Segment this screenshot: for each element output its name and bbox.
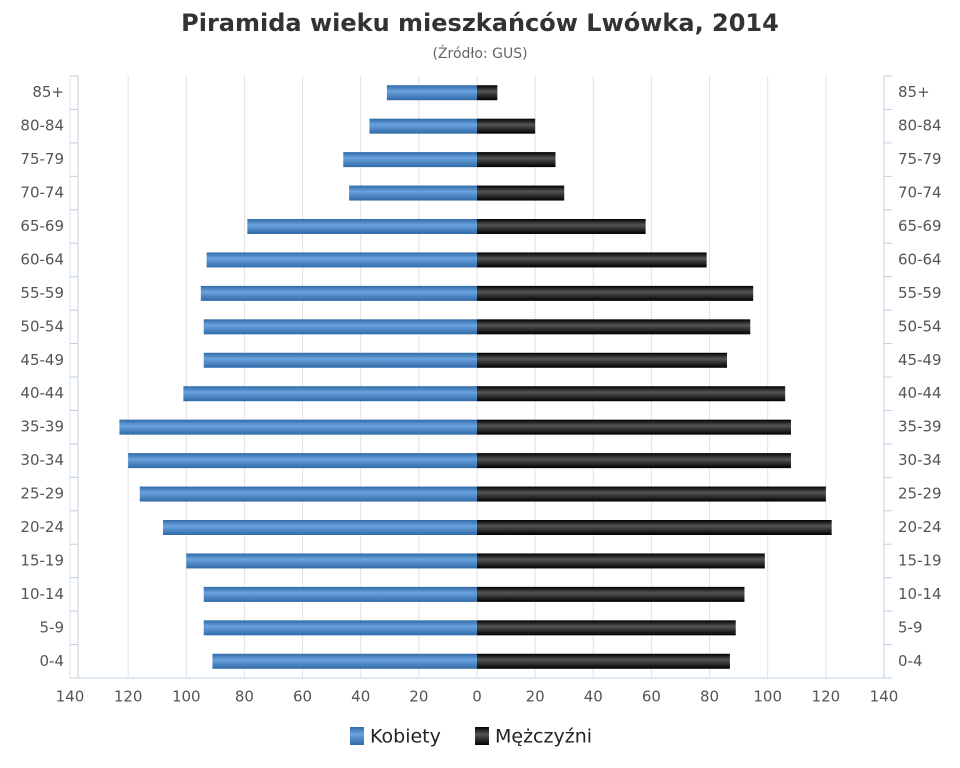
y-tick-label: 65-69 — [898, 217, 942, 235]
x-tick-label: 20 — [409, 688, 428, 706]
bar — [477, 118, 536, 134]
y-tick-label: 35-39 — [898, 418, 942, 436]
bar — [477, 352, 728, 368]
bar — [163, 520, 477, 535]
bar — [386, 85, 477, 101]
bar — [203, 319, 477, 335]
y-tick-label: 10-14 — [20, 585, 64, 603]
bar — [477, 586, 745, 602]
y-tick-label: 55-59 — [20, 284, 64, 302]
y-tick-label: 80-84 — [20, 117, 64, 135]
bar — [203, 586, 477, 602]
bar — [477, 252, 707, 268]
bar — [128, 453, 477, 469]
x-tick-label: 100 — [172, 688, 201, 706]
legend-swatch — [350, 727, 364, 745]
bar — [139, 486, 477, 502]
y-tick-label: 45-49 — [20, 351, 64, 369]
bar — [477, 85, 498, 101]
x-tick-label: 60 — [293, 688, 312, 706]
y-tick-label: 75-79 — [20, 150, 64, 168]
bar — [477, 653, 730, 669]
bar — [477, 620, 736, 636]
x-tick-label: 40 — [584, 688, 603, 706]
bar — [206, 252, 477, 268]
bar — [477, 185, 565, 201]
bar — [183, 386, 477, 402]
bar — [477, 419, 791, 435]
y-tick-label: 20-24 — [20, 518, 64, 536]
y-tick-label: 60-64 — [20, 250, 64, 268]
y-tick-label: 50-54 — [20, 317, 64, 335]
y-tick-label: 70-74 — [20, 184, 64, 202]
bar — [477, 285, 754, 301]
x-tick-label: 100 — [753, 688, 782, 706]
y-tick-label: 0-4 — [898, 652, 923, 670]
bar — [477, 319, 751, 335]
y-tick-label: 80-84 — [898, 117, 942, 135]
y-tick-label: 75-79 — [898, 150, 942, 168]
y-tick-label: 25-29 — [20, 485, 64, 503]
y-tick-label: 40-44 — [20, 384, 64, 402]
x-tick-label: 80 — [235, 688, 254, 706]
y-tick-label: 10-14 — [898, 585, 942, 603]
chart-title: Piramida wieku mieszkańców Lwówka, 2014 — [181, 9, 779, 37]
x-tick-label: 0 — [472, 688, 482, 706]
chart-subtitle: (Źródło: GUS) — [432, 44, 527, 62]
y-tick-label: 25-29 — [898, 485, 942, 503]
y-tick-label: 45-49 — [898, 351, 942, 369]
legend-label: Kobiety — [370, 726, 441, 748]
bar — [477, 152, 556, 168]
bar — [369, 118, 477, 134]
y-tick-label: 15-19 — [898, 551, 942, 569]
y-tick-label: 55-59 — [898, 284, 942, 302]
x-tick-label: 140 — [56, 688, 85, 706]
y-tick-label: 30-34 — [898, 451, 942, 469]
bar — [477, 553, 765, 569]
bar — [203, 620, 477, 636]
bar — [200, 285, 478, 301]
bar — [477, 453, 791, 469]
bar — [477, 386, 786, 402]
y-tick-label: 5-9 — [40, 618, 65, 636]
x-tick-label: 20 — [526, 688, 545, 706]
bar — [203, 352, 477, 368]
bar — [477, 520, 832, 535]
bar — [119, 419, 478, 435]
bar — [247, 219, 477, 234]
x-tick-label: 80 — [700, 688, 719, 706]
x-tick-label: 60 — [642, 688, 661, 706]
y-tick-label: 65-69 — [20, 217, 64, 235]
y-tick-label: 0-4 — [40, 652, 65, 670]
y-tick-label: 35-39 — [20, 418, 64, 436]
bar — [349, 185, 477, 201]
bar — [477, 219, 646, 234]
y-tick-label: 30-34 — [20, 451, 64, 469]
legend-label: Mężczyźni — [495, 726, 592, 748]
y-tick-label: 60-64 — [898, 250, 942, 268]
y-tick-label: 70-74 — [898, 184, 942, 202]
y-tick-label: 85+ — [898, 83, 930, 101]
legend-swatch — [475, 727, 489, 745]
y-tick-label: 85+ — [32, 83, 64, 101]
y-tick-label: 20-24 — [898, 518, 942, 536]
bar — [477, 486, 826, 502]
y-tick-label: 50-54 — [898, 317, 942, 335]
y-tick-label: 15-19 — [20, 551, 64, 569]
bar — [343, 152, 477, 168]
bar — [186, 553, 478, 569]
x-tick-label: 140 — [870, 688, 899, 706]
x-tick-label: 120 — [114, 688, 143, 706]
x-tick-label: 120 — [812, 688, 841, 706]
x-tick-label: 40 — [351, 688, 370, 706]
bar — [212, 653, 477, 669]
y-tick-label: 40-44 — [898, 384, 942, 402]
y-tick-label: 5-9 — [898, 618, 923, 636]
